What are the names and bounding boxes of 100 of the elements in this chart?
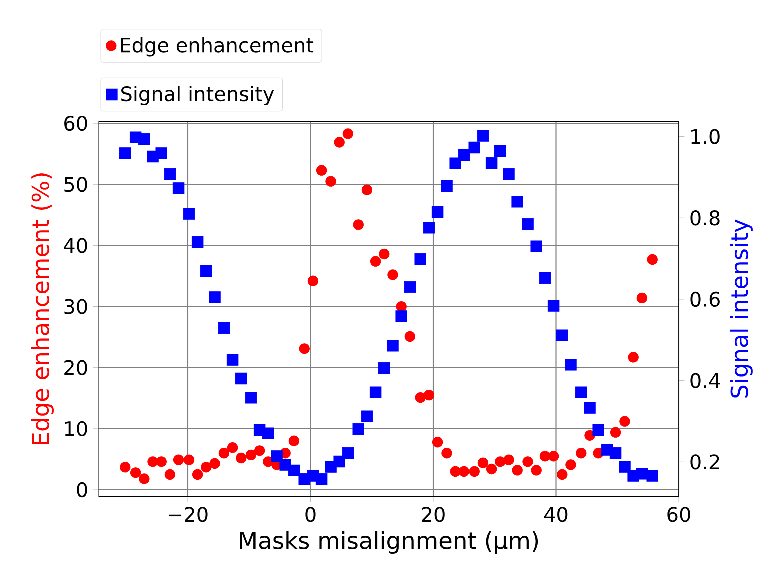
point [432,437,444,448]
y-tick-label: 0 [77,482,88,498]
y2-tick-label: 0.4 [690,373,720,388]
y-tick-label: 60 [64,116,88,132]
point [388,270,398,280]
point [138,133,150,146]
point [316,473,328,486]
point [326,176,336,187]
x-tick-label: −20 [169,507,208,522]
point [236,372,248,385]
point [478,458,489,468]
point [396,310,408,322]
point [184,454,195,466]
point [209,292,221,304]
point [246,450,257,461]
point [556,330,568,342]
point [477,130,490,142]
point [404,281,416,294]
x-tick-label: 60 [668,507,690,522]
y2-tick-label: 0.8 [690,210,720,226]
point [387,340,399,352]
point [512,465,523,476]
point [172,182,185,194]
point [458,149,470,161]
point [468,142,480,154]
point [486,157,498,170]
point [584,402,596,414]
point [262,428,274,440]
point [565,359,577,371]
y-tick-label: 50 [64,177,88,192]
point [139,474,150,484]
y-tick-label: 10 [65,421,88,436]
point [342,128,354,140]
point [353,220,364,230]
point [548,451,560,462]
point [628,352,639,363]
point [201,462,212,473]
point [531,465,542,476]
point [450,158,462,170]
point [504,454,514,466]
point [415,392,426,404]
x-axis-title: Masks misalignment (μm) [240,531,538,554]
point [236,452,247,464]
point [619,461,631,473]
y2-tick-label: 0.2 [690,454,720,470]
point [192,469,204,480]
point [200,266,212,278]
point [120,462,131,473]
point [379,248,390,260]
point [424,390,435,401]
point [352,423,364,436]
point [120,148,132,160]
point [361,410,374,422]
point [610,427,622,438]
point [396,301,407,312]
legend-label: Signal intensity [122,86,274,106]
point [646,470,658,482]
point [362,184,373,196]
point [370,386,382,398]
point [442,448,452,459]
point [288,436,300,446]
y2-tick-label: 0.6 [690,292,720,308]
point [636,292,648,304]
point [557,469,568,480]
point [432,206,444,218]
point [164,469,176,480]
point [620,416,630,427]
point [226,354,239,366]
point [370,256,382,267]
point [130,468,142,478]
point [218,322,230,334]
y-tick-label: 30 [64,299,88,314]
y-axis-title: Edge enhancement (%) [31,174,54,444]
point [592,424,604,436]
point [218,448,230,459]
point [192,236,204,248]
point [469,466,480,478]
x-tick-label: 0 [306,507,316,522]
point [522,218,534,230]
point [636,468,648,480]
y2-tick-label: 1.0 [692,129,720,144]
x-tick-label: 20 [422,507,445,522]
point [378,362,390,374]
point [173,454,184,466]
point [254,446,266,456]
x-tick-label: 40 [544,507,568,522]
point [414,253,426,266]
point [495,456,506,468]
point [334,137,345,148]
point [245,392,258,404]
point [148,456,158,468]
point [156,456,167,468]
point [503,168,515,180]
point [423,222,436,234]
point [299,344,310,354]
point [227,442,238,454]
point [494,146,506,158]
y2-axis-title: Signal intensity [730,220,753,398]
y-tick-label: 40 [64,238,88,254]
point [486,464,498,475]
